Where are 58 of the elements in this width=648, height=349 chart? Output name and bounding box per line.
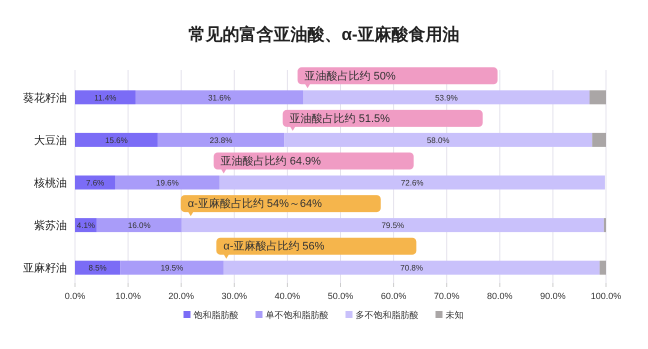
y-tick-label: 亚麻籽油 bbox=[23, 262, 67, 275]
data-label: 16.0% bbox=[128, 221, 151, 230]
annotation: α-亚麻酸占比约 56% bbox=[223, 240, 325, 253]
bar bbox=[284, 132, 592, 147]
bar bbox=[219, 176, 605, 190]
bar bbox=[115, 176, 220, 190]
y-tick-label: 大豆油 bbox=[34, 134, 67, 147]
data-label: 11.4% bbox=[94, 93, 116, 102]
legend-label: 单不饱和脂肪酸 bbox=[266, 310, 328, 320]
bar bbox=[75, 132, 158, 147]
y-tick-label: 紫苏油 bbox=[34, 219, 67, 232]
x-tick-label: 10.0% bbox=[115, 291, 141, 301]
data-label: 31.6% bbox=[208, 93, 231, 102]
x-tick-label: 0.0% bbox=[64, 291, 86, 301]
x-tick-label: 40.0% bbox=[274, 291, 300, 301]
bar bbox=[136, 90, 304, 104]
data-label: 19.5% bbox=[160, 264, 184, 273]
data-label: 53.9% bbox=[435, 93, 458, 102]
bar bbox=[75, 176, 116, 190]
y-tick-label: 核桃油 bbox=[33, 176, 67, 190]
legend-label: 未知 bbox=[446, 310, 464, 320]
bar bbox=[120, 260, 224, 275]
data-label: 15.6% bbox=[105, 136, 128, 145]
data-label: 8.5% bbox=[88, 264, 107, 273]
x-tick-label: 60.0% bbox=[380, 291, 406, 301]
bar bbox=[158, 132, 284, 147]
bar bbox=[75, 260, 120, 275]
x-tick-label: 30.0% bbox=[222, 291, 248, 301]
data-label: 4.1% bbox=[76, 221, 96, 230]
bar bbox=[96, 218, 182, 232]
legend-label: 多不饱和脂肪酸 bbox=[356, 310, 418, 320]
legend-label: 饱和脂肪酸 bbox=[192, 310, 238, 320]
annotation: α-亚麻酸占比约 54%～64% bbox=[188, 197, 322, 210]
x-tick-label: 90.0% bbox=[540, 291, 566, 301]
bar bbox=[182, 218, 604, 232]
chart-title: 常见的富含亚油酸、α-亚麻酸食用油 bbox=[188, 25, 460, 44]
data-label: 7.6% bbox=[86, 178, 104, 188]
bar bbox=[303, 90, 590, 104]
bar bbox=[600, 260, 606, 275]
bar bbox=[590, 90, 606, 104]
annotation: 亚油酸占比约 64.9% bbox=[220, 154, 322, 168]
data-label: 19.6% bbox=[156, 178, 179, 188]
data-label: 70.8% bbox=[400, 264, 423, 273]
bar bbox=[224, 260, 600, 275]
x-tick-label: 20.0% bbox=[168, 291, 194, 301]
bar bbox=[592, 132, 606, 147]
x-tick-label: 100.0% bbox=[590, 291, 622, 301]
data-label: 58.0% bbox=[426, 136, 450, 145]
bar bbox=[75, 90, 136, 104]
y-tick-label: 葵花籽油 bbox=[23, 91, 67, 104]
data-label: 23.8% bbox=[210, 136, 232, 145]
annotation: 亚油酸占比约 50% bbox=[304, 69, 396, 82]
x-tick-label: 70.0% bbox=[434, 291, 460, 301]
data-label: 72.6% bbox=[400, 178, 424, 188]
x-tick-label: 50.0% bbox=[328, 291, 354, 301]
x-tick-label: 80.0% bbox=[487, 291, 513, 301]
annotation: 亚油酸占比约 51.5% bbox=[290, 112, 390, 125]
data-label: 79.5% bbox=[381, 221, 404, 230]
